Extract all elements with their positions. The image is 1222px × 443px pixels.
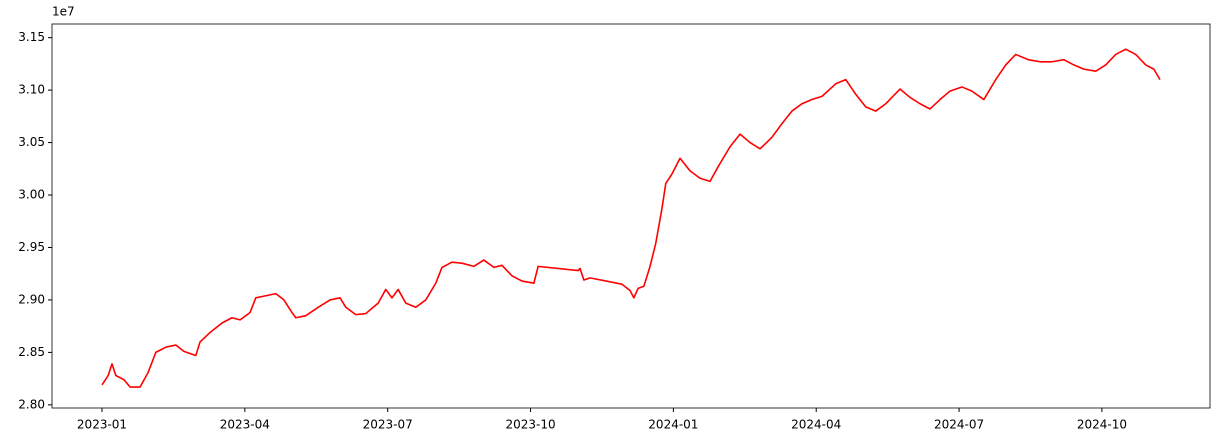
y-tick-label: 2.90 [18,292,45,306]
x-tick-label: 2024-04 [791,418,841,432]
x-tick-label: 2023-01 [77,418,127,432]
x-tick-label: 2024-07 [934,418,984,432]
y-tick-label: 3.05 [18,135,45,149]
x-tick-label: 2023-10 [505,418,555,432]
y-tick-label: 3.10 [18,83,45,97]
x-tick-label: 2023-04 [220,418,270,432]
y-tick-label: 2.85 [18,345,45,359]
y-tick-label: 3.00 [18,188,45,202]
y-offset-label: 1e7 [52,5,75,19]
x-tick-label: 2024-10 [1077,418,1127,432]
line [101,48,1161,388]
x-tick-label: 2023-07 [363,418,413,432]
y-tick-label: 2.95 [18,240,45,254]
y-tick-label: 2.80 [18,397,45,411]
x-tick-label: 2024-01 [648,418,698,432]
plot-frame [51,23,1211,409]
y-tick-label: 3.15 [18,30,45,44]
